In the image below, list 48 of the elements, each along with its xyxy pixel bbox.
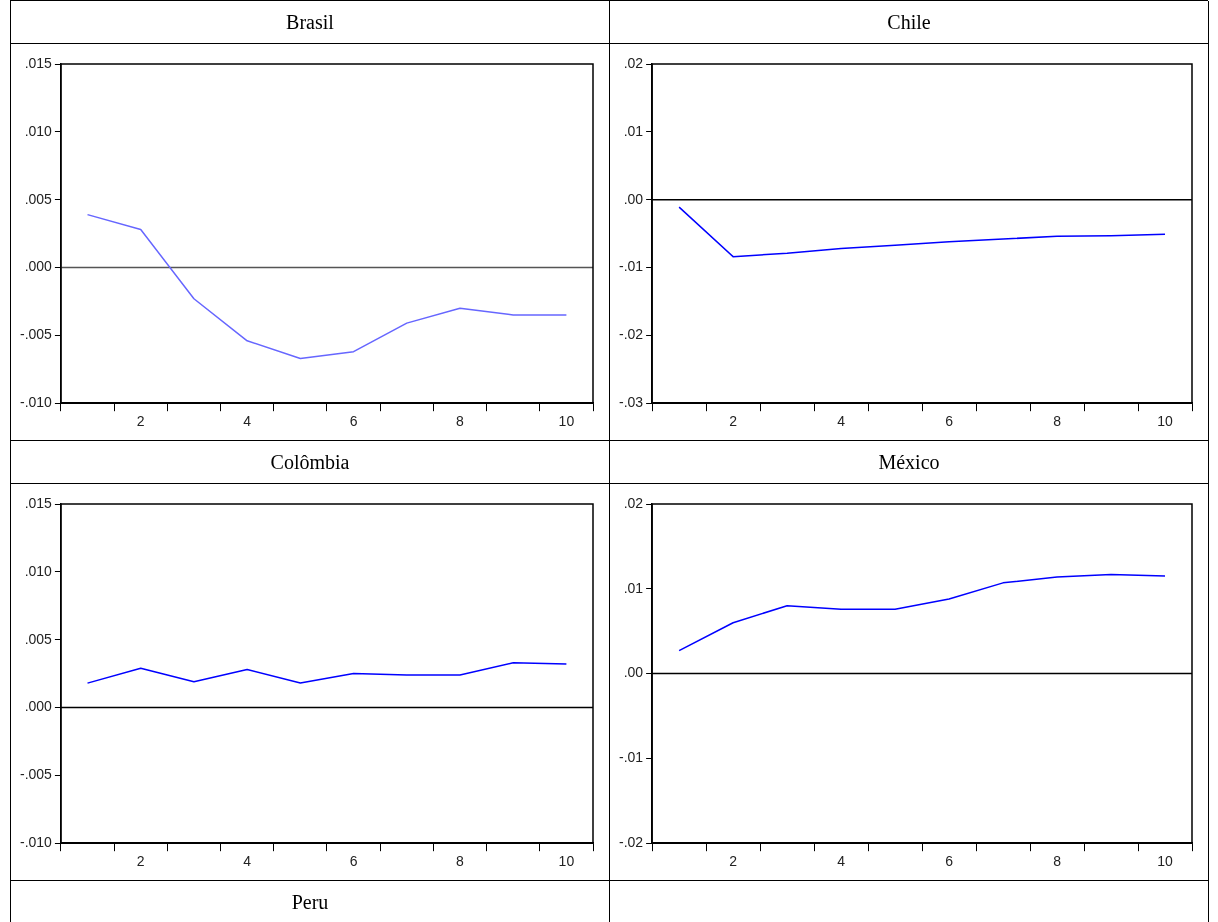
x-tick-label: 10 <box>558 853 575 870</box>
x-tick-label: 4 <box>243 853 252 870</box>
y-tick-label: .015 <box>24 494 53 511</box>
y-tick-label: -.005 <box>19 326 53 343</box>
y-tick-label: .000 <box>24 258 53 275</box>
x-tick-label: 2 <box>136 853 145 870</box>
y-tick-label: .01 <box>623 122 644 139</box>
y-tick-label: .005 <box>24 630 53 647</box>
x-tick-label: 8 <box>1053 853 1062 870</box>
x-tick-label: 6 <box>349 413 358 430</box>
chart-title: México <box>610 441 1208 484</box>
y-tick-label: .02 <box>623 494 644 511</box>
y-tick-label: -.010 <box>19 394 53 411</box>
x-tick-label: 6 <box>945 413 954 430</box>
x-tick-label: 10 <box>558 413 575 430</box>
y-tick-label: .01 <box>623 579 644 596</box>
x-tick-label: 10 <box>1157 853 1173 870</box>
y-tick-label: .015 <box>24 54 53 71</box>
x-tick-label: 2 <box>136 413 145 430</box>
x-tick-label: 8 <box>456 853 465 870</box>
y-tick-label: .02 <box>623 54 644 71</box>
x-tick-label: 4 <box>837 413 846 430</box>
x-tick-label: 4 <box>837 853 846 870</box>
y-tick-label: .005 <box>24 190 53 207</box>
text: Peru <box>11 881 609 922</box>
x-tick-label: 4 <box>243 413 252 430</box>
chart-title: Chile <box>610 1 1208 44</box>
y-tick-label: -.02 <box>619 834 644 851</box>
chart-title: Brasil <box>11 1 609 44</box>
y-tick-label: -.01 <box>619 749 644 766</box>
y-tick-label: -.03 <box>619 394 644 411</box>
y-tick-label: .00 <box>623 190 644 207</box>
y-tick-label: -.005 <box>19 766 53 783</box>
x-tick-label: 2 <box>729 413 738 430</box>
x-tick-label: 6 <box>349 853 358 870</box>
y-tick-label: .010 <box>24 562 53 579</box>
y-tick-label: .00 <box>623 664 644 681</box>
x-tick-label: 8 <box>1053 413 1062 430</box>
y-tick-label: -.02 <box>619 326 644 343</box>
x-tick-label: 6 <box>945 853 954 870</box>
y-tick-label: -.01 <box>619 258 644 275</box>
chart-title: Colômbia <box>11 441 609 484</box>
y-tick-label: .010 <box>24 122 53 139</box>
x-tick-label: 8 <box>456 413 465 430</box>
x-tick-label: 2 <box>729 853 738 870</box>
x-tick-label: 10 <box>1157 413 1173 430</box>
y-tick-label: .000 <box>24 698 53 715</box>
y-tick-label: -.010 <box>19 834 53 851</box>
